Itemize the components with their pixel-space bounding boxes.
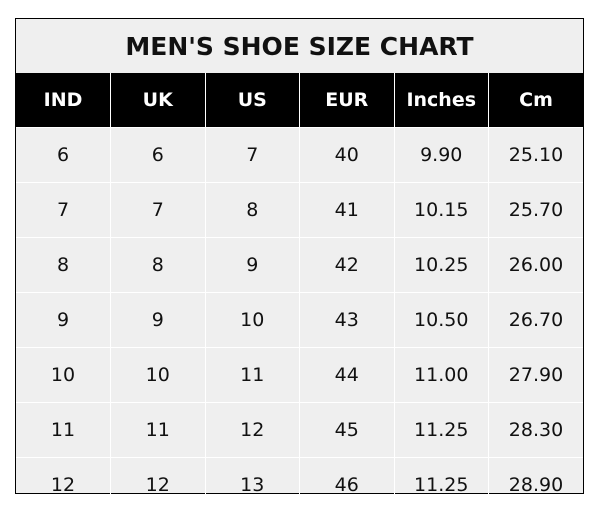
table-cell: 7 xyxy=(204,127,300,183)
table-row: 11 11 12 45 11.25 28.30 xyxy=(16,402,583,458)
table-cell: 10.15 xyxy=(393,182,489,238)
column-header: Cm xyxy=(488,73,583,128)
table-cell: 25.70 xyxy=(488,182,583,238)
table-cell: 28.30 xyxy=(488,402,583,458)
size-table: IND UK US EUR Inches Cm 6 6 7 40 9.90 25.10 7 7 8 41 10… xyxy=(16,73,583,512)
table-cell: 40 xyxy=(299,127,394,183)
table-cell: 7 xyxy=(16,182,111,238)
table-row: 10 10 11 44 11.00 27.90 xyxy=(16,347,583,403)
table-cell: 10 xyxy=(16,347,111,403)
table-cell: 7 xyxy=(110,182,205,238)
table-cell: 44 xyxy=(299,347,394,403)
table-cell: 12 xyxy=(16,457,111,512)
table-row: 6 6 7 40 9.90 25.10 xyxy=(16,127,583,183)
table-cell: 11 xyxy=(16,402,111,458)
table-cell: 11 xyxy=(110,402,205,458)
table-cell: 12 xyxy=(110,457,205,512)
table-cell: 10 xyxy=(204,292,300,348)
table-cell: 26.70 xyxy=(488,292,583,348)
table-cell: 9 xyxy=(16,292,111,348)
table-cell: 25.10 xyxy=(488,127,583,183)
table-row: 9 9 10 43 10.50 26.70 xyxy=(16,292,583,348)
table-row: 12 12 13 46 11.25 28.90 xyxy=(16,457,583,512)
table-cell: 8 xyxy=(204,182,300,238)
table-row: 8 8 9 42 10.25 26.00 xyxy=(16,237,583,293)
table-cell: 41 xyxy=(299,182,394,238)
table-cell: 11 xyxy=(204,347,300,403)
table-cell: 8 xyxy=(16,237,111,293)
table-cell: 9 xyxy=(110,292,205,348)
table-row: 7 7 8 41 10.15 25.70 xyxy=(16,182,583,238)
table-cell: 28.90 xyxy=(488,457,583,512)
table-cell: 42 xyxy=(299,237,394,293)
table-cell: 12 xyxy=(204,402,300,458)
table-cell: 10 xyxy=(110,347,205,403)
table-cell: 26.00 xyxy=(488,237,583,293)
table-cell: 13 xyxy=(204,457,300,512)
table-cell: 6 xyxy=(110,127,205,183)
header-row: IND UK US EUR Inches Cm xyxy=(16,73,583,128)
column-header: IND xyxy=(16,73,111,128)
column-header: Inches xyxy=(393,73,489,128)
shoe-size-chart: MEN'S SHOE SIZE CHART IND UK US EUR Inches Cm… xyxy=(15,18,584,512)
table-cell: 9.90 xyxy=(393,127,489,183)
table-cell: 11.25 xyxy=(393,402,489,458)
table-cell: 8 xyxy=(110,237,205,293)
table-cell: 9 xyxy=(204,237,300,293)
table-cell: 10.50 xyxy=(393,292,489,348)
table-cell: 43 xyxy=(299,292,394,348)
table-cell: 11.25 xyxy=(393,457,489,512)
table-cell: 6 xyxy=(16,127,111,183)
table-cell: 46 xyxy=(299,457,394,512)
column-header: UK xyxy=(110,73,205,128)
column-header: US xyxy=(204,73,300,128)
table-cell: 45 xyxy=(299,402,394,458)
column-header: EUR xyxy=(299,73,394,128)
chart-title: MEN'S SHOE SIZE CHART xyxy=(125,31,474,61)
table-cell: 11.00 xyxy=(393,347,489,403)
table-cell: 10.25 xyxy=(393,237,489,293)
table-cell: 27.90 xyxy=(488,347,583,403)
